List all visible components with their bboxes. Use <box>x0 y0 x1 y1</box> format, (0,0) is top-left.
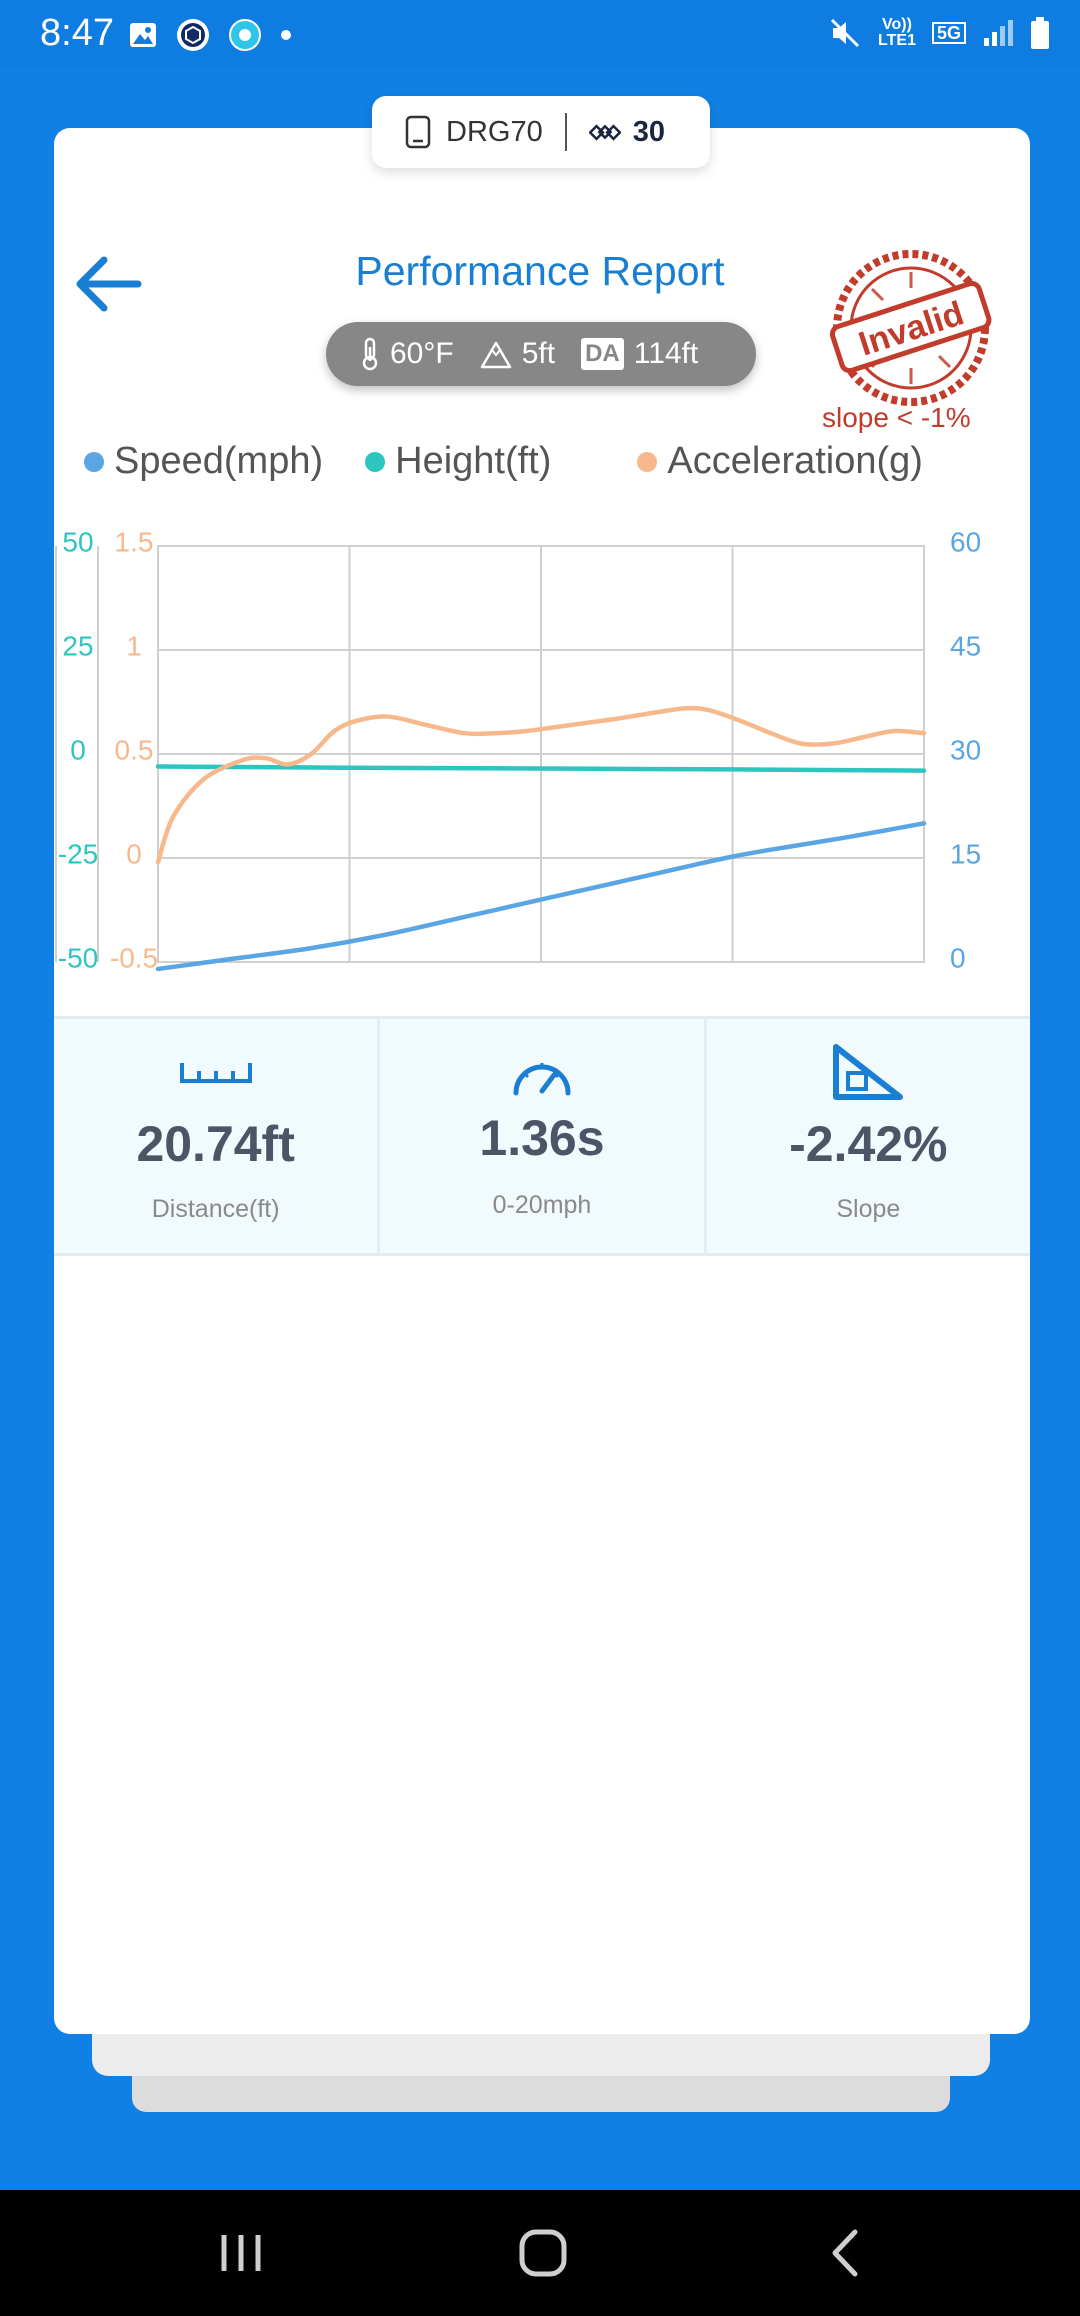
slope-icon <box>833 1044 904 1100</box>
card-stack-back <box>132 2070 950 2112</box>
slope-value: -2.42% <box>789 1116 948 1172</box>
page-title: Performance Report <box>355 248 725 294</box>
temperature-value: 60°F <box>390 337 454 370</box>
zero-to-twenty-value: 1.36s <box>479 1110 605 1166</box>
legend-speed: Speed(mph) <box>84 440 323 483</box>
series-line-speed <box>155 821 927 972</box>
gallery-icon <box>130 23 156 47</box>
home-button[interactable] <box>498 2220 588 2286</box>
crypto-app-icon <box>177 19 209 51</box>
system-nav-bar <box>0 2190 1080 2316</box>
series-line-acceleration <box>155 705 927 865</box>
legend-acceleration-dot <box>637 451 658 472</box>
height-tick-label: 25 <box>62 630 93 661</box>
performance-chart: 50 25 0 -25 -50 1.5 1 0.5 0 -0.5 60 45 30 15 0 <box>55 526 981 973</box>
more-dot-icon <box>281 30 291 40</box>
speed-tick-label: 60 <box>950 526 981 557</box>
satellite-icon <box>588 124 621 141</box>
legend-speed-dot <box>84 451 104 472</box>
speed-tick-label: 30 <box>950 734 981 765</box>
elevation-value: 5ft <box>521 337 556 370</box>
invalid-stamp: Invalid <box>829 250 992 406</box>
device-name: DRG70 <box>446 115 543 148</box>
acceleration-tick-label: -0.5 <box>110 942 158 973</box>
stats-panel: 20.74ft Distance(ft) 1.36s 0-20mph -2.42… <box>54 1016 1030 1256</box>
zero-to-twenty-label: 0-20mph <box>492 1191 592 1219</box>
ruler-icon <box>179 1063 252 1083</box>
acceleration-tick-label: 0 <box>126 838 142 869</box>
status-bar: 8:47 Vo)) LTE1 5G <box>0 0 1080 66</box>
stat-slope: -2.42% Slope <box>703 1019 1030 1253</box>
system-status-icons: Vo)) LTE1 5G <box>828 16 1050 50</box>
speed-tick-label: 45 <box>950 630 981 661</box>
recents-icon <box>221 2235 261 2271</box>
acceleration-tick-label: 1 <box>126 630 142 661</box>
height-tick-label: 0 <box>70 734 86 765</box>
nav-back-icon <box>832 2229 858 2277</box>
phone-icon <box>405 115 431 149</box>
height-tick-label: -25 <box>58 838 98 869</box>
speed-tick-label: 0 <box>950 942 966 973</box>
device-pill[interactable]: DRG70 30 <box>372 96 710 168</box>
slope-label: Slope <box>836 1195 901 1223</box>
stat-distance: 20.74ft Distance(ft) <box>54 1019 377 1253</box>
conditions-pill: 60°F 5ft DA 114ft <box>326 322 756 386</box>
legend-height-dot <box>365 451 386 472</box>
density-altitude-value: 114ft <box>633 337 699 370</box>
legend-acceleration-label: Acceleration(g) <box>667 440 923 482</box>
pill-divider <box>564 113 567 151</box>
legend-speed-label: Speed(mph) <box>114 440 324 482</box>
recents-button[interactable] <box>196 2220 286 2286</box>
network-label: Vo)) LTE1 <box>878 16 916 49</box>
speedometer-icon <box>513 1063 571 1096</box>
temperature-segment: 60°F <box>360 337 454 371</box>
app-circle-icon <box>229 19 261 51</box>
distance-value: 20.74ft <box>136 1116 295 1172</box>
back-button[interactable] <box>800 2220 890 2286</box>
back-arrow-icon[interactable] <box>72 254 142 314</box>
chart-legend: Speed(mph) Height(ft) Acceleration(g) <box>84 440 923 483</box>
legend-height: Height(ft) <box>365 440 551 483</box>
mountain-icon <box>480 341 511 369</box>
height-tick-label: -50 <box>58 942 98 973</box>
mute-icon <box>830 18 860 48</box>
notification-icons <box>128 18 292 52</box>
density-altitude-segment: DA 114ft <box>581 337 698 371</box>
stat-zero-to-twenty: 1.36s 0-20mph <box>377 1019 703 1253</box>
satellite-count: 30 <box>632 115 665 148</box>
five-g-label: 5G <box>931 22 966 44</box>
series-line-height <box>155 764 927 773</box>
status-clock: 8:47 <box>40 12 114 54</box>
acceleration-tick-label: 1.5 <box>115 526 154 557</box>
signal-icon <box>984 20 1013 46</box>
acceleration-tick-label: 0.5 <box>115 734 154 765</box>
height-tick-label: 50 <box>62 526 93 557</box>
distance-label: Distance(ft) <box>151 1195 280 1223</box>
legend-height-label: Height(ft) <box>395 440 552 482</box>
home-icon <box>519 2229 567 2277</box>
legend-acceleration: Acceleration(g) <box>637 440 923 483</box>
da-badge: DA <box>581 338 624 370</box>
elevation-segment: 5ft <box>480 337 555 371</box>
stamp-note: slope < -1% <box>822 402 971 433</box>
card-stack-middle <box>92 2030 990 2076</box>
battery-icon <box>1031 17 1049 49</box>
thermometer-icon <box>362 337 378 371</box>
speed-tick-label: 15 <box>950 838 981 869</box>
